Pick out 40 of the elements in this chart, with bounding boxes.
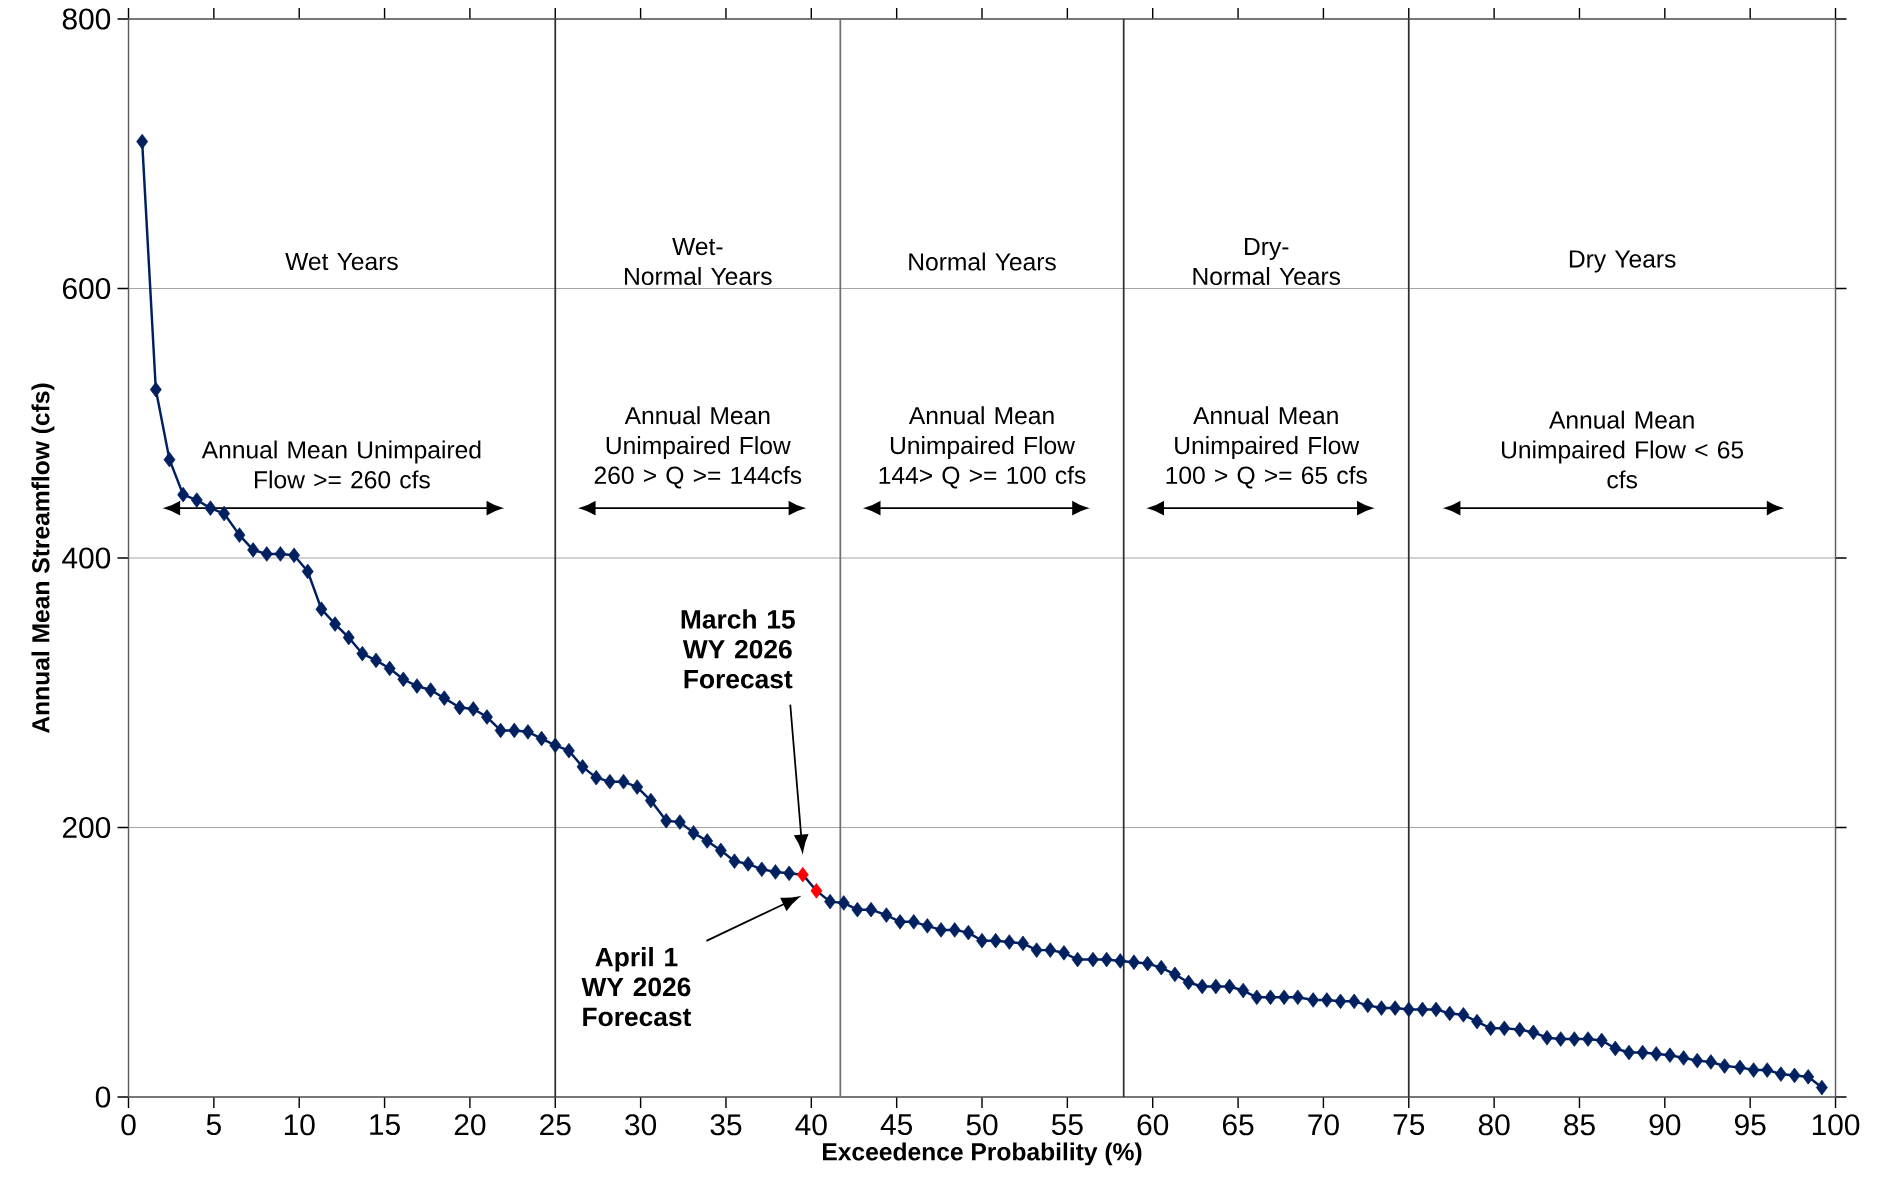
annotation: Annual Mean Unimpaired Flow 144> Q >= 100 cfs xyxy=(879,406,1086,489)
annotation: Annual Mean Unimpaired Flow 100 > Q >= 65 cfs xyxy=(1166,406,1367,489)
y-tick-label: 800 xyxy=(62,8,111,30)
x-tick-label: 60 xyxy=(1137,1114,1169,1136)
x-tick-label: 75 xyxy=(1393,1114,1425,1136)
x-tick-label: 15 xyxy=(370,1114,400,1136)
x-tick-label: 65 xyxy=(1222,1114,1254,1136)
x-tick-label: 70 xyxy=(1308,1114,1339,1136)
annotation: April 1 WY 2026 Forecast xyxy=(581,947,692,1027)
annotation: Wet- Normal Years xyxy=(625,238,772,286)
x-tick-label: 30 xyxy=(625,1114,657,1136)
annotation: March 15 WY 2026 Forecast xyxy=(681,609,795,689)
annotation: Annual Mean Unimpaired Flow >= 260 cfs xyxy=(201,440,481,489)
x-tick-label: 10 xyxy=(284,1114,315,1136)
x-tick-label: 100 xyxy=(1812,1114,1860,1136)
annotation: Normal Years xyxy=(909,252,1056,271)
y-tick-label: 600 xyxy=(62,277,111,300)
x-tick-label: 40 xyxy=(795,1114,827,1136)
y-axis-title: Annual Mean Streamflow (cfs) xyxy=(31,383,55,734)
y-tick-label: 200 xyxy=(62,816,111,839)
x-tick-label: 85 xyxy=(1564,1114,1595,1136)
y-tick-label: 400 xyxy=(62,547,111,569)
annotation: Wet Years xyxy=(285,252,398,271)
x-tick-label: 0 xyxy=(121,1114,136,1136)
x-tick-label: 5 xyxy=(206,1114,221,1136)
x-tick-label: 50 xyxy=(966,1114,998,1136)
x-tick-label: 20 xyxy=(454,1114,486,1136)
y-tick-label: 0 xyxy=(95,1086,111,1108)
x-tick-label: 25 xyxy=(540,1114,571,1136)
x-tick-label: 35 xyxy=(710,1114,742,1136)
annotation: Dry Years xyxy=(1569,250,1676,273)
annotation: Annual Mean Unimpaired Flow < 65 cfs xyxy=(1502,410,1744,489)
x-tick-label: 55 xyxy=(1051,1114,1083,1136)
x-tick-label: 80 xyxy=(1478,1114,1510,1136)
x-axis-title: Exceedence Probability (%) xyxy=(823,1142,1142,1166)
annotation: Dry- Normal Years xyxy=(1193,238,1341,286)
x-tick-label: 95 xyxy=(1734,1114,1766,1136)
x-tick-label: 90 xyxy=(1649,1114,1681,1136)
annotation: Annual Mean Unimpaired Flow 260 > Q >= 144cfs xyxy=(594,406,802,489)
x-tick-label: 45 xyxy=(880,1114,913,1136)
